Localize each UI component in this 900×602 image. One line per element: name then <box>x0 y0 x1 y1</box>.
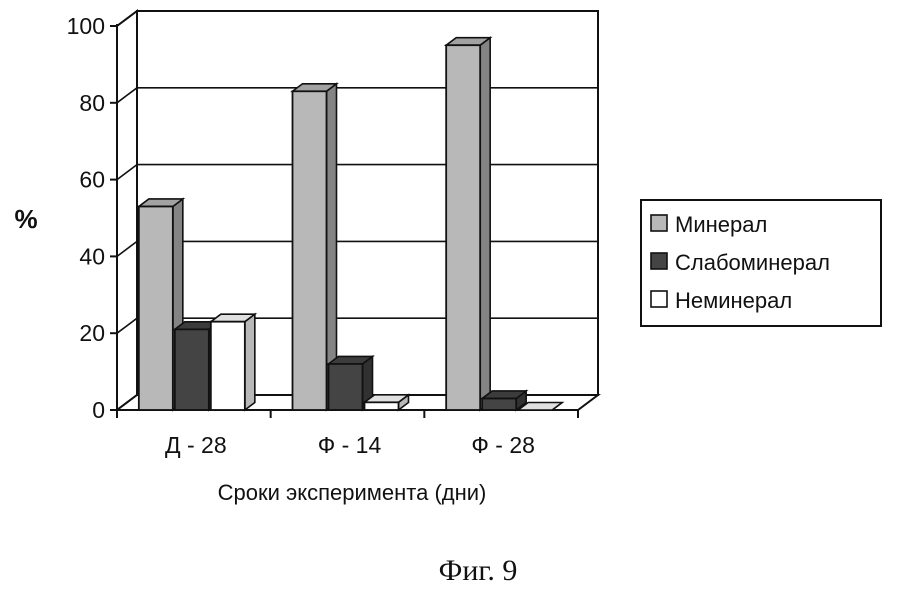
y-tick-label: 80 <box>79 90 105 116</box>
bar-front <box>446 45 480 410</box>
bar-front <box>293 91 327 410</box>
legend-label: Неминерал <box>675 288 792 313</box>
bar <box>211 314 255 410</box>
y-tick-label: 20 <box>79 320 105 346</box>
bar-side <box>480 38 490 410</box>
x-axis-title: Сроки эксперимента (дни) <box>218 480 487 505</box>
legend-swatch <box>651 291 667 307</box>
y-axis-ticks: 0 20 40 60 80 100 <box>67 13 117 423</box>
y-tick-label: 0 <box>92 397 105 423</box>
y-tick-label: 100 <box>67 13 105 39</box>
bar-front <box>365 402 399 410</box>
legend-swatch <box>651 253 667 269</box>
bar-front <box>482 398 516 410</box>
y-tick-label: 40 <box>79 243 105 269</box>
legend: Минерал Слабоминерал Неминерал <box>641 200 881 326</box>
legend-item: Слабоминерал <box>651 250 830 275</box>
y-axis-title: % <box>14 204 37 234</box>
bar-front <box>175 329 209 410</box>
figure-caption: Фиг. 9 <box>439 554 518 587</box>
legend-label: Минерал <box>675 212 767 237</box>
bar <box>446 38 490 410</box>
side-wall <box>117 11 137 410</box>
bar <box>482 391 526 410</box>
legend-swatch <box>651 215 667 231</box>
x-category-label: Д - 28 <box>165 432 227 458</box>
bar-front <box>329 364 363 410</box>
bar <box>293 84 337 410</box>
y-tick-label: 60 <box>79 167 105 193</box>
x-category-label: Ф - 14 <box>318 432 382 458</box>
bar-front <box>211 322 245 410</box>
bar-side <box>245 314 255 410</box>
legend-label: Слабоминерал <box>675 250 830 275</box>
x-axis-categories: Д - 28 Ф - 14 Ф - 28 <box>117 410 578 458</box>
bar <box>365 395 409 410</box>
bar-front <box>139 206 173 410</box>
x-category-label: Ф - 28 <box>471 432 535 458</box>
